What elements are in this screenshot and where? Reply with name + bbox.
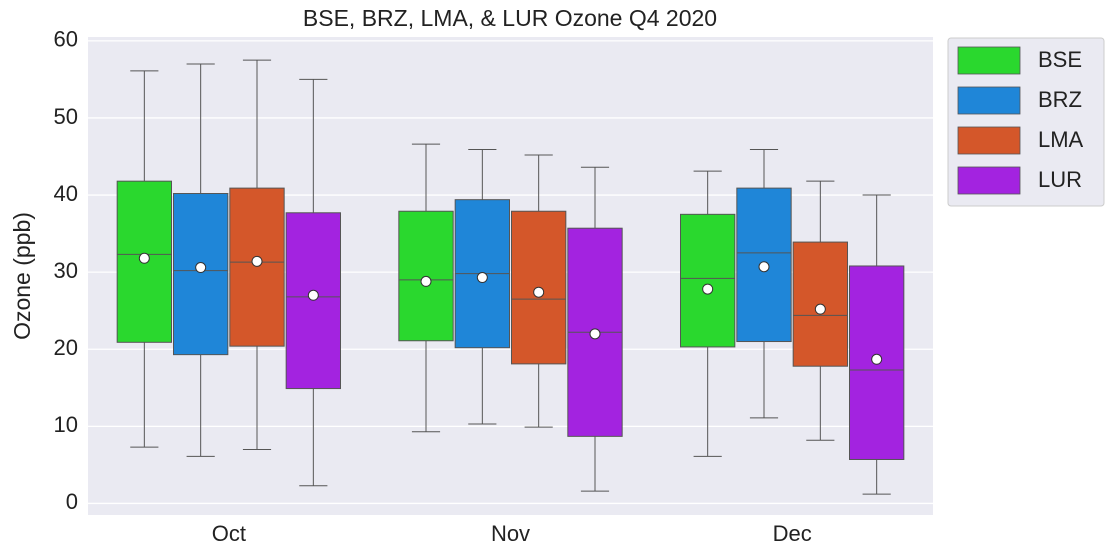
legend-swatch (957, 126, 1021, 155)
mean (702, 283, 714, 295)
mean (814, 303, 826, 315)
legend-swatch (957, 166, 1021, 195)
x-tick-label: Oct (212, 521, 246, 546)
box (680, 213, 736, 348)
legend (947, 37, 1105, 207)
mean (195, 262, 207, 274)
x-tick-label: Dec (773, 521, 812, 546)
legend-swatch (957, 46, 1021, 75)
y-tick-label: 30 (54, 258, 78, 283)
mean (871, 353, 883, 365)
mean (420, 275, 432, 287)
mean (476, 272, 488, 284)
y-tick-label: 0 (66, 489, 78, 514)
legend-swatch (957, 86, 1021, 115)
box (511, 210, 567, 365)
x-tick-label: Nov (491, 521, 530, 546)
y-tick-label: 40 (54, 181, 78, 206)
box (173, 193, 229, 356)
y-tick-label: 50 (54, 104, 78, 129)
mean (589, 328, 601, 340)
legend-label: BRZ (1038, 87, 1082, 112)
y-axis-label: Ozone (ppb) (9, 212, 35, 340)
plot-area (88, 37, 933, 515)
mean (307, 289, 319, 301)
legend-label: LMA (1038, 127, 1084, 152)
box (229, 187, 285, 347)
chart-title: BSE, BRZ, LMA, & LUR Ozone Q4 2020 (303, 5, 717, 31)
y-tick-label: 20 (54, 335, 78, 360)
legend-label: BSE (1038, 47, 1082, 72)
mean (251, 255, 263, 267)
legend-label: LUR (1038, 167, 1082, 192)
y-tick-label: 60 (54, 27, 78, 52)
mean (138, 252, 150, 264)
y-tick-label: 10 (54, 412, 78, 437)
mean (758, 261, 770, 273)
mean (533, 286, 545, 298)
